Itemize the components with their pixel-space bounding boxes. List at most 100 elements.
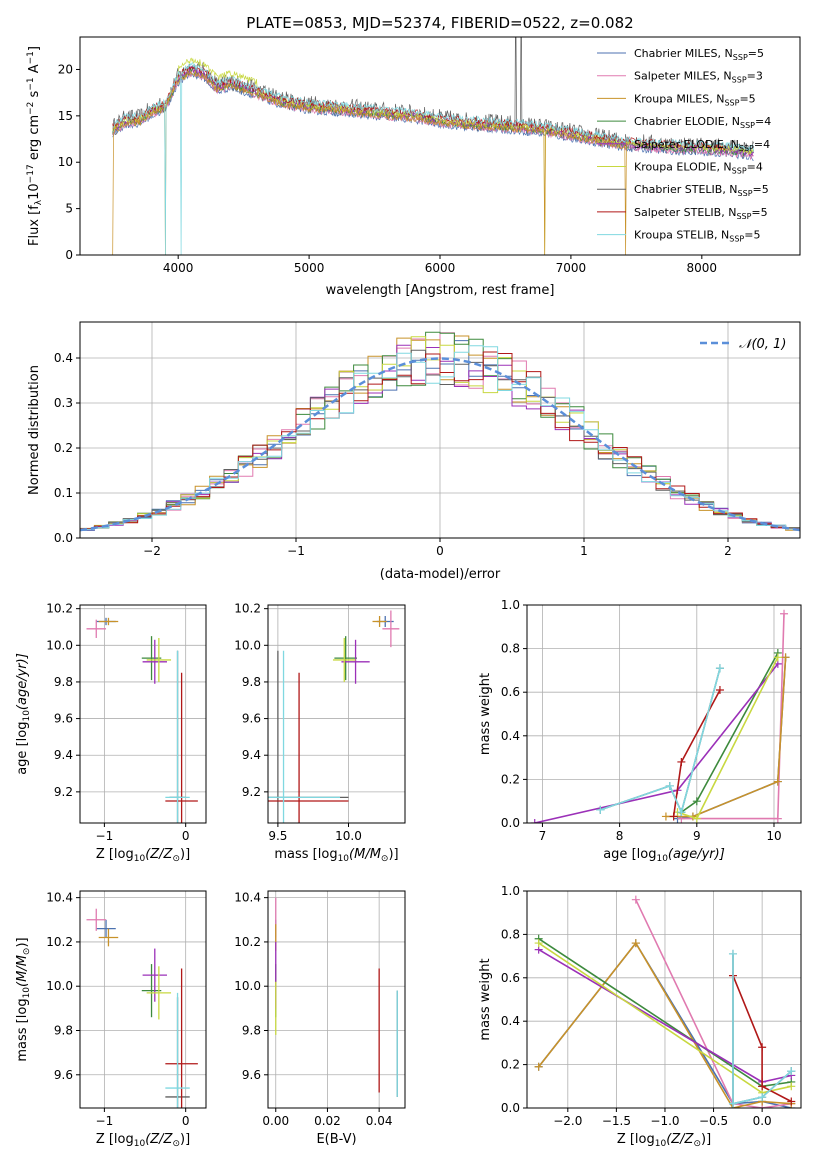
errorbar-kroupa-miles xyxy=(98,928,119,947)
plot-area xyxy=(534,895,796,1108)
legend-sub: SSP xyxy=(732,76,747,85)
legend-label: Kroupa STELIB, NSSP=5 xyxy=(634,229,760,244)
x-tick-label: 5000 xyxy=(294,261,325,275)
x-tick-label: 7000 xyxy=(556,261,587,275)
x-axis-label-part: (M/M xyxy=(349,847,381,862)
y-axis-label: Flux [fλ10−17 erg cm−2 s−1 A−1] xyxy=(26,46,44,246)
errorbar-chabrier-elodie xyxy=(141,636,162,681)
x-axis-label: mass [log10(M/M⊙)] xyxy=(274,847,398,864)
x-tick-label: 8 xyxy=(616,829,624,843)
panel-mass-weight-vs-age: 7 8 9 10 0.0 0.2 0.4 0.6 0.8 1.0 xyxy=(501,598,802,843)
y-tick-label: 9.4 xyxy=(242,748,261,762)
x-axis-label: Z [log10(Z/Z⊙)] xyxy=(96,1132,190,1149)
axes-frame xyxy=(526,604,802,824)
series-marker xyxy=(715,686,724,695)
errorbar-salpeter-stelib xyxy=(165,672,198,823)
legend-nssp: 5 xyxy=(762,183,769,196)
y-axis-label-part: −2 xyxy=(26,102,36,115)
x-axis-label-part: ⊙ xyxy=(693,1139,701,1149)
series-marker xyxy=(773,653,782,662)
x-tick-label: 0.00 xyxy=(262,1114,289,1128)
y-axis-label-part: )] xyxy=(15,937,30,947)
y-tick-label: 0.0 xyxy=(501,816,520,830)
legend-nssp: 5 xyxy=(753,229,760,242)
series-line xyxy=(600,667,721,815)
x-axis-label-part: 10 xyxy=(655,1139,667,1149)
y-axis-label: mass weight xyxy=(478,673,493,755)
errorbar-salpeter-stelib xyxy=(165,968,198,1108)
x-axis-label-part: (Z/Z xyxy=(145,847,173,862)
x-axis-label: Z [log10(Z/Z⊙)] xyxy=(617,1132,711,1149)
y-tick-label: 10.2 xyxy=(46,602,73,616)
x-tick-label: −2.0 xyxy=(553,1114,582,1128)
x-axis-label-part: 10 xyxy=(656,854,668,864)
legend-sep: , N xyxy=(722,183,737,196)
series-marker xyxy=(773,777,782,786)
legend-eq: = xyxy=(747,161,756,174)
y-tick-label: 0.4 xyxy=(501,729,520,743)
y-axis-label-part: 10 xyxy=(22,987,32,999)
plot-area xyxy=(268,610,400,823)
series-marker xyxy=(758,1043,767,1052)
x-axis-label-part: (Z/Z xyxy=(145,1132,173,1147)
legend-model: Chabrier ELODIE xyxy=(634,115,725,128)
series-marker xyxy=(715,664,724,673)
y-tick-label: 15 xyxy=(58,109,73,123)
x-axis-label-part: )] xyxy=(701,1132,711,1147)
plot-area xyxy=(530,609,790,823)
x-axis-label-part: ⊙ xyxy=(172,1139,180,1149)
legend-nssp: 4 xyxy=(756,161,763,174)
series-marker xyxy=(787,1067,796,1076)
series-line xyxy=(534,663,779,823)
legend-eq: = xyxy=(747,70,756,83)
series-marker xyxy=(728,949,737,958)
plot-area xyxy=(112,37,755,255)
y-axis-label-part: 10 xyxy=(27,183,42,200)
y-axis-label-part: (M/M xyxy=(15,955,30,987)
y-axis-label: age [log10(age/yr)] xyxy=(15,653,32,775)
x-tick-label: −1.0 xyxy=(650,1114,679,1128)
y-axis-label-part: s xyxy=(27,90,42,101)
x-tick-label: 6000 xyxy=(425,261,456,275)
x-tick-label: −0.5 xyxy=(699,1114,728,1128)
series-marker xyxy=(758,1093,767,1102)
y-tick-label: 9.8 xyxy=(242,1024,261,1038)
x-tick-label: 1 xyxy=(580,544,588,558)
y-axis-label: Normed distribution xyxy=(27,365,42,495)
legend-eq: = xyxy=(755,115,764,128)
plot-area xyxy=(86,617,198,823)
x-axis-label: age [log10(age/yr)] xyxy=(603,847,725,864)
x-axis-label: Z [log10(Z/Z⊙)] xyxy=(96,847,190,864)
legend-sub: SSP xyxy=(739,144,754,153)
legend-model: Salpeter MILES xyxy=(634,70,716,83)
y-tick-label: 9.4 xyxy=(54,748,73,762)
legend-label: Kroupa MILES, NSSP=5 xyxy=(634,92,756,107)
legend-sub: SSP xyxy=(733,53,748,62)
series-line xyxy=(635,899,792,1108)
axes-frame xyxy=(79,604,207,824)
y-tick-label: 0.8 xyxy=(501,642,520,656)
y-tick-label: 0.2 xyxy=(501,772,520,786)
axes-frame xyxy=(79,890,207,1109)
x-axis-label-part: 10 xyxy=(134,854,146,864)
y-tick-label: 9.8 xyxy=(54,1024,73,1038)
y-tick-label: 0.8 xyxy=(501,927,520,941)
legend-nssp: 5 xyxy=(757,47,764,60)
y-tick-label: 0.0 xyxy=(501,1101,520,1115)
spectrum-kroupa-elodie xyxy=(112,57,755,255)
legend-model: Kroupa MILES xyxy=(634,92,709,105)
axes-frame xyxy=(267,604,406,824)
legend-model: Salpeter ELODIE xyxy=(634,138,724,151)
x-tick-label: 0.04 xyxy=(366,1114,393,1128)
legend-sep: , N xyxy=(714,229,729,242)
y-axis-label-part: ⊙ xyxy=(22,948,32,956)
x-axis-label-part: ⊙ xyxy=(381,854,389,864)
errorbar-salpeter-stelib xyxy=(268,672,349,823)
chart-title: PLATE=0853, MJD=52374, FIBERID=0522, z=0… xyxy=(246,14,633,32)
series-marker xyxy=(631,895,640,904)
series-marker xyxy=(780,609,789,618)
x-tick-label: 0 xyxy=(436,544,444,558)
plot-area xyxy=(275,897,398,1097)
y-tick-label: 10.0 xyxy=(46,979,73,993)
